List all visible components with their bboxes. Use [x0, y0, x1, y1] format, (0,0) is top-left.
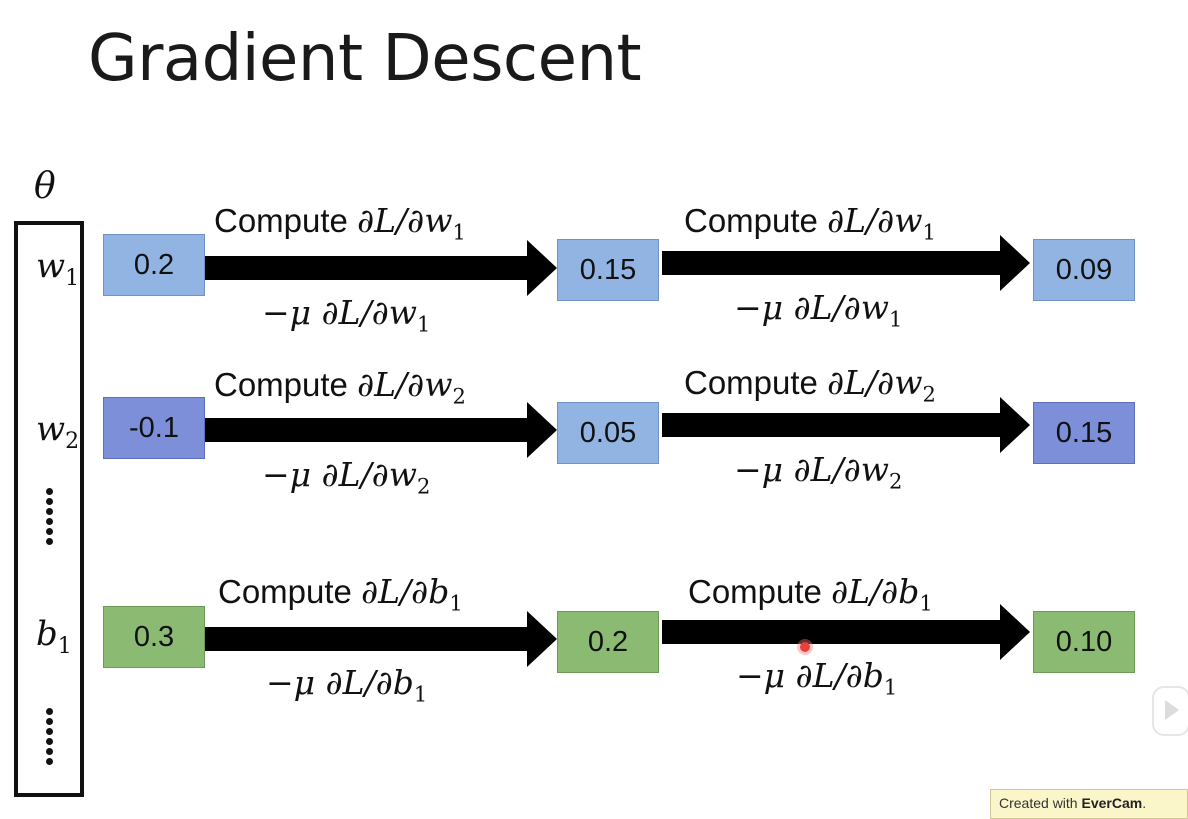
w1-value-0: 0.2	[103, 234, 205, 296]
b1-value-2: 0.10	[1033, 611, 1135, 673]
watermark: Created with EverCam.	[990, 789, 1188, 819]
update-label: −μ ∂L/∂b1	[736, 656, 898, 700]
pointer-cursor	[800, 642, 810, 652]
arrow	[662, 397, 1030, 453]
theta-label: θ	[34, 166, 56, 207]
w1-value-1: 0.15	[557, 239, 659, 301]
compute-label: Compute ∂L/∂b1	[218, 572, 463, 616]
arrow	[205, 240, 557, 296]
update-label: −μ ∂L/∂w1	[734, 288, 903, 332]
w2-value-0: -0.1	[103, 397, 205, 459]
compute-label: Compute ∂L/∂w1	[684, 201, 936, 245]
arrow	[662, 235, 1030, 291]
w2-value-2: 0.15	[1033, 402, 1135, 464]
b1-value-0: 0.3	[103, 606, 205, 668]
arrow	[662, 604, 1030, 660]
update-label: −μ ∂L/∂w2	[262, 455, 431, 499]
compute-label: Compute ∂L/∂w1	[214, 201, 466, 245]
b1-value-1: 0.2	[557, 611, 659, 673]
parameter-column	[14, 221, 84, 797]
param-b1: b1	[36, 614, 72, 659]
arrow	[205, 611, 557, 667]
param-w2: w2	[36, 409, 80, 454]
w2-value-1: 0.05	[557, 402, 659, 464]
ellipsis-dots	[46, 708, 54, 765]
compute-label: Compute ∂L/∂w2	[214, 365, 466, 409]
param-w1: w1	[36, 246, 80, 291]
compute-label: Compute ∂L/∂b1	[688, 572, 933, 616]
update-label: −μ ∂L/∂w2	[734, 450, 903, 494]
page-title: Gradient Descent	[88, 22, 642, 96]
w1-value-2: 0.09	[1033, 239, 1135, 301]
update-label: −μ ∂L/∂w1	[262, 293, 431, 337]
ellipsis-dots	[46, 488, 54, 545]
update-label: −μ ∂L/∂b1	[266, 663, 428, 707]
play-icon[interactable]	[1152, 686, 1188, 736]
arrow	[205, 402, 557, 458]
compute-label: Compute ∂L/∂w2	[684, 363, 936, 407]
